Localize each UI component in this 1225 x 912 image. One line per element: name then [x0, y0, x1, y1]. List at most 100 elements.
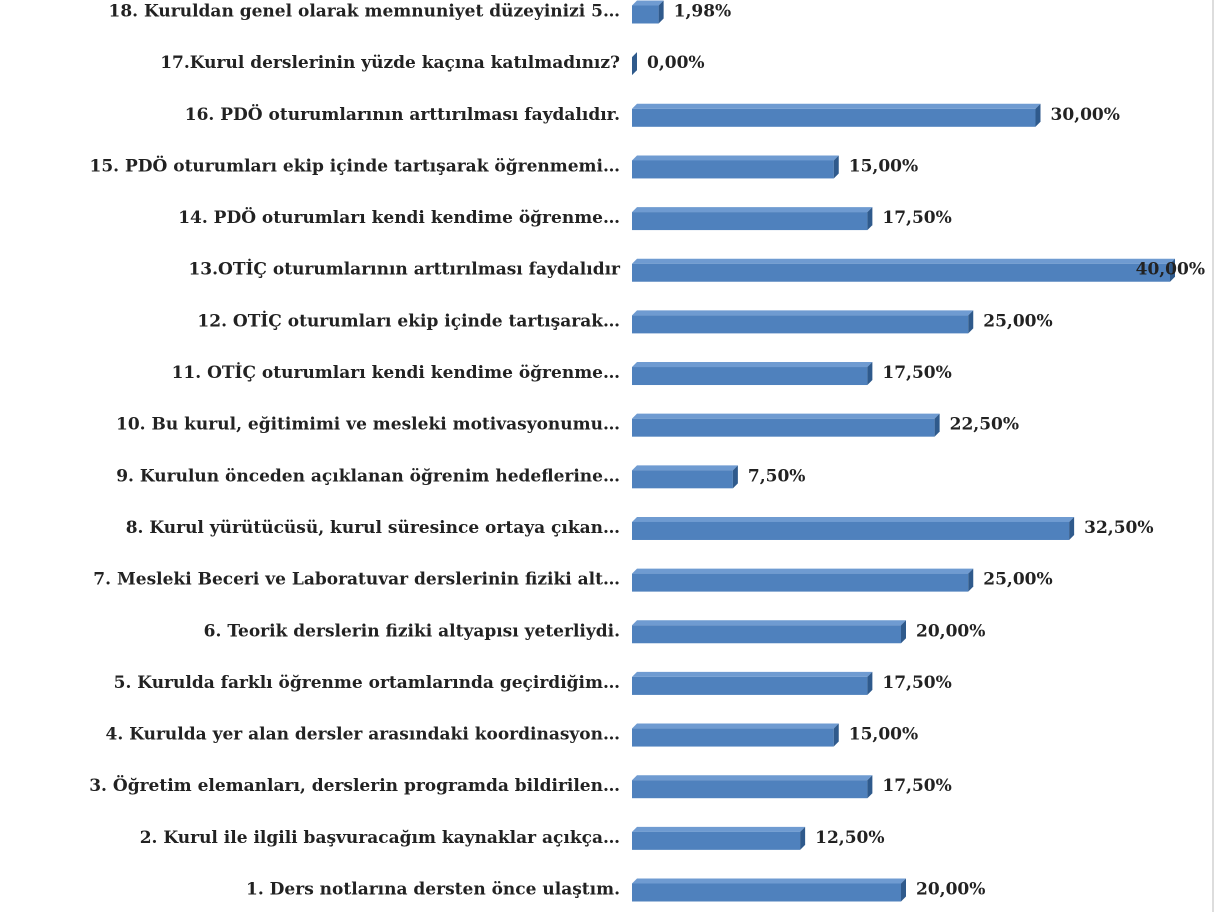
bar-top — [632, 103, 1041, 109]
data-label: 15,00% — [849, 156, 918, 176]
bar-top — [632, 310, 974, 316]
bar-front — [632, 728, 834, 747]
bar — [632, 671, 873, 695]
bar-front — [632, 315, 969, 334]
data-label: 40,00% — [1136, 260, 1205, 280]
bar-side — [867, 775, 873, 799]
bar — [632, 516, 1075, 540]
data-label: 20,00% — [916, 621, 985, 641]
bar — [632, 465, 738, 489]
y-tick-label: 8. Kurul yürütücüsü, kurul süresince ort… — [126, 518, 620, 538]
bar-top — [632, 0, 664, 6]
bar-side — [867, 362, 873, 386]
bar-side — [632, 52, 637, 76]
y-tick-label: 15. PDÖ oturumları ekip içinde tartışara… — [89, 155, 620, 176]
bar-side — [934, 413, 940, 437]
y-tick-label: 13.OTİÇ oturumlarının arttırılması fayda… — [188, 259, 621, 280]
y-tick-label: 2. Kurul ile ilgili başvuracağım kaynakl… — [140, 828, 620, 848]
y-tick-label: 3. Öğretim elemanları, derslerin program… — [89, 775, 620, 796]
bar-front — [632, 418, 935, 437]
data-label: 0,00% — [647, 53, 705, 73]
y-tick-label: 9. Kurulun önceden açıklanan öğrenim hed… — [116, 466, 620, 486]
data-label: 25,00% — [983, 311, 1052, 331]
data-label: 20,00% — [916, 880, 985, 900]
bar — [632, 310, 974, 334]
bar-front — [632, 625, 901, 644]
bar-top — [632, 671, 873, 677]
bar — [632, 52, 637, 76]
y-tick-label: 4. Kurulda yer alan dersler arasındaki k… — [106, 725, 620, 745]
bar-top — [632, 258, 1175, 264]
data-label: 17,50% — [882, 363, 951, 383]
data-label: 32,50% — [1084, 518, 1153, 538]
bar — [632, 103, 1041, 127]
data-label: 17,50% — [882, 208, 951, 228]
bar-side — [658, 0, 664, 24]
bar — [632, 207, 873, 231]
bar-top — [632, 878, 906, 884]
bar-front — [632, 831, 801, 850]
data-label: 17,50% — [882, 776, 951, 796]
bar-front — [632, 521, 1070, 540]
bar-side — [1035, 103, 1041, 127]
bar-front — [632, 676, 868, 695]
bar-front — [632, 470, 733, 489]
bar-top — [632, 723, 839, 729]
bar-side — [901, 620, 906, 644]
bar-side — [968, 310, 974, 334]
y-tick-label: 14. PDÖ oturumları kendi kendime öğrenme… — [178, 207, 620, 228]
y-tick-label: 7. Mesleki Beceri ve Laboratuvar dersler… — [93, 570, 620, 590]
bar-side — [968, 568, 974, 592]
bar-front — [632, 367, 868, 386]
bar-front — [632, 160, 834, 179]
bar-front — [632, 263, 1170, 282]
bar-top — [632, 155, 839, 161]
data-label: 1,98% — [674, 2, 732, 22]
bar — [632, 155, 839, 179]
bar-front — [632, 780, 868, 799]
bar — [632, 568, 974, 592]
bar — [632, 413, 940, 437]
bar-front — [632, 883, 901, 902]
bar-front — [632, 108, 1036, 127]
bar-top — [632, 207, 873, 213]
data-label: 30,00% — [1051, 105, 1120, 125]
bar-side — [800, 826, 806, 850]
data-label: 15,00% — [849, 725, 918, 745]
bar — [632, 620, 906, 644]
bar-top — [632, 775, 873, 781]
bar-side — [833, 155, 839, 179]
bar-side — [901, 878, 906, 902]
bar-side — [867, 207, 873, 231]
y-tick-label: 1. Ders notlarına dersten önce ulaştım. — [246, 880, 620, 900]
bar-top — [632, 413, 940, 419]
y-tick-label: 18. Kuruldan genel olarak memnuniyet düz… — [109, 2, 620, 22]
bar-side — [867, 671, 873, 695]
bar-front — [632, 573, 969, 592]
data-label: 7,50% — [748, 466, 806, 486]
bar-top — [632, 620, 906, 626]
bar — [632, 258, 1175, 282]
bar-front — [632, 5, 659, 24]
bar-top — [632, 568, 974, 574]
y-tick-label: 16. PDÖ oturumlarının arttırılması fayda… — [185, 104, 620, 125]
bar — [632, 362, 873, 386]
y-tick-label: 17.Kurul derslerinin yüzde kaçına katılm… — [160, 53, 620, 73]
bar — [632, 775, 873, 799]
bar-side — [1069, 516, 1075, 540]
y-tick-label: 6. Teorik derslerin fiziki altyapısı yet… — [204, 621, 620, 641]
y-tick-label: 10. Bu kurul, eğitimimi ve mesleki motiv… — [116, 415, 620, 435]
y-tick-label: 5. Kurulda farklı öğrenme ortamlarında g… — [114, 673, 620, 693]
bar-front — [632, 212, 868, 231]
data-label: 17,50% — [882, 673, 951, 693]
bar — [632, 0, 664, 24]
bar-side — [732, 465, 738, 489]
data-label: 12,50% — [815, 828, 884, 848]
bar-side — [833, 723, 839, 747]
y-tick-label: 12. OTİÇ oturumları ekip içinde tartışar… — [197, 310, 620, 331]
bar-top — [632, 465, 738, 471]
data-label: 25,00% — [983, 570, 1052, 590]
bar-top — [632, 826, 806, 832]
bar — [632, 723, 839, 747]
